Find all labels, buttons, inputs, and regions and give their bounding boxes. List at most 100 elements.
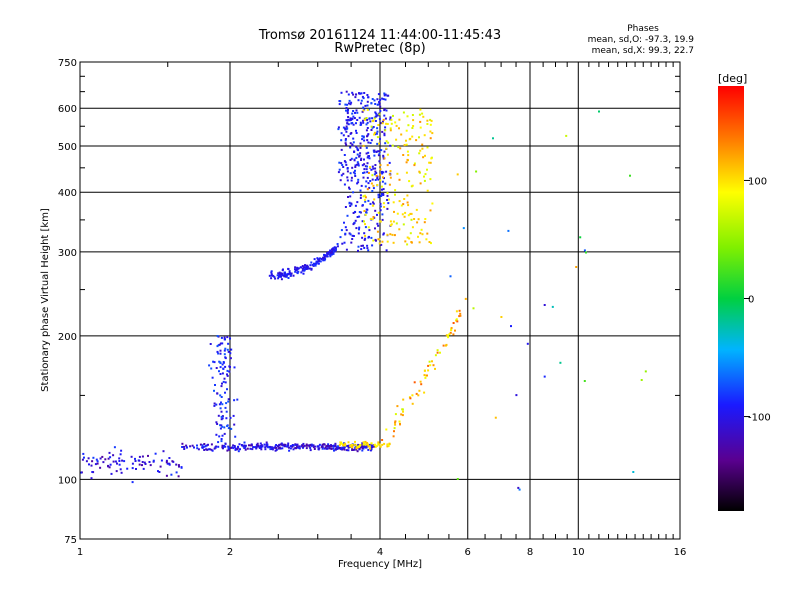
- echo-point: [422, 156, 425, 159]
- echo-point: [357, 443, 360, 446]
- echo-point: [406, 158, 409, 161]
- echo-point: [386, 199, 389, 201]
- echo-point: [423, 134, 426, 137]
- echo-point: [148, 461, 151, 463]
- echo-point: [316, 260, 319, 263]
- echo-point: [362, 106, 365, 109]
- echo-point: [291, 444, 294, 446]
- echo-point: [255, 446, 258, 449]
- echo-point: [274, 446, 276, 449]
- echo-point: [175, 471, 178, 474]
- echo-point: [367, 443, 369, 446]
- echo-point: [211, 376, 214, 379]
- echo-point: [141, 455, 144, 458]
- echo-point: [371, 117, 374, 120]
- echo-point: [551, 305, 554, 308]
- echo-point: [110, 472, 113, 475]
- echo-point: [177, 475, 180, 478]
- colorbar: [718, 86, 744, 511]
- echo-point: [271, 446, 273, 449]
- echo-point: [379, 202, 382, 205]
- echo-point: [385, 109, 388, 112]
- echo-point: [361, 442, 364, 445]
- echo-point: [386, 164, 389, 167]
- echo-point: [237, 445, 239, 448]
- echo-point: [405, 171, 408, 174]
- echo-point: [317, 262, 320, 265]
- echo-point: [270, 274, 273, 277]
- echo-point: [356, 153, 359, 156]
- echo-point: [118, 457, 121, 460]
- echo-point: [159, 465, 162, 468]
- echo-point: [362, 135, 365, 138]
- echo-point: [362, 195, 365, 198]
- echo-point: [370, 236, 373, 239]
- echo-point: [224, 391, 226, 394]
- echo-point: [432, 364, 435, 367]
- echo-point: [348, 187, 351, 190]
- echo-point: [186, 446, 188, 449]
- echo-point: [415, 392, 418, 395]
- echo-point: [335, 248, 337, 251]
- echo-point: [330, 445, 333, 448]
- echo-point: [277, 445, 279, 448]
- echo-point: [224, 347, 227, 350]
- echo-point: [349, 172, 352, 175]
- echo-point: [356, 161, 359, 164]
- echo-point: [377, 441, 380, 444]
- echo-point: [345, 449, 348, 452]
- echo-point: [354, 204, 357, 207]
- y-tick-label: 75: [64, 535, 77, 546]
- echo-point: [341, 446, 344, 449]
- echo-point: [234, 447, 237, 450]
- echo-point: [360, 184, 363, 187]
- echo-point: [383, 132, 386, 135]
- echo-point: [338, 103, 341, 106]
- echo-point: [356, 216, 359, 218]
- echo-point: [575, 266, 578, 268]
- echo-point: [270, 270, 273, 273]
- echo-point: [346, 110, 349, 113]
- echo-point: [233, 366, 236, 369]
- echo-point: [350, 157, 353, 160]
- echo-point: [386, 194, 389, 197]
- echo-point: [302, 267, 304, 270]
- echo-point: [370, 125, 373, 128]
- echo-point: [424, 376, 427, 379]
- echo-point: [275, 446, 278, 449]
- echo-point: [388, 173, 391, 176]
- echo-point: [386, 192, 389, 195]
- echo-point: [325, 447, 328, 450]
- echo-point: [344, 161, 347, 164]
- echo-point: [347, 449, 350, 452]
- echo-point: [221, 403, 224, 406]
- echo-point: [362, 144, 365, 147]
- echo-point: [340, 91, 343, 94]
- echo-point: [99, 457, 102, 460]
- echo-point: [337, 445, 340, 448]
- echo-point: [379, 445, 382, 448]
- echo-point: [439, 351, 441, 354]
- echo-point: [360, 248, 363, 251]
- echo-point: [464, 297, 467, 300]
- echo-point: [238, 443, 241, 446]
- echo-point: [220, 336, 223, 339]
- echo-point: [386, 153, 389, 156]
- echo-point: [360, 99, 363, 102]
- echo-point: [349, 117, 352, 120]
- echo-point: [356, 147, 359, 150]
- echo-point: [230, 348, 233, 351]
- echo-point: [366, 121, 369, 124]
- echo-point: [340, 132, 343, 135]
- y-tick-label: 100: [58, 475, 77, 486]
- echo-point: [385, 122, 388, 125]
- echo-point: [359, 211, 362, 214]
- echo-point: [294, 266, 297, 269]
- echo-point: [377, 443, 380, 446]
- echo-point: [332, 248, 334, 251]
- echo-point: [329, 249, 332, 252]
- echo-point: [352, 93, 355, 96]
- echo-point: [333, 445, 336, 448]
- echo-point: [380, 243, 383, 246]
- echo-point: [201, 446, 204, 449]
